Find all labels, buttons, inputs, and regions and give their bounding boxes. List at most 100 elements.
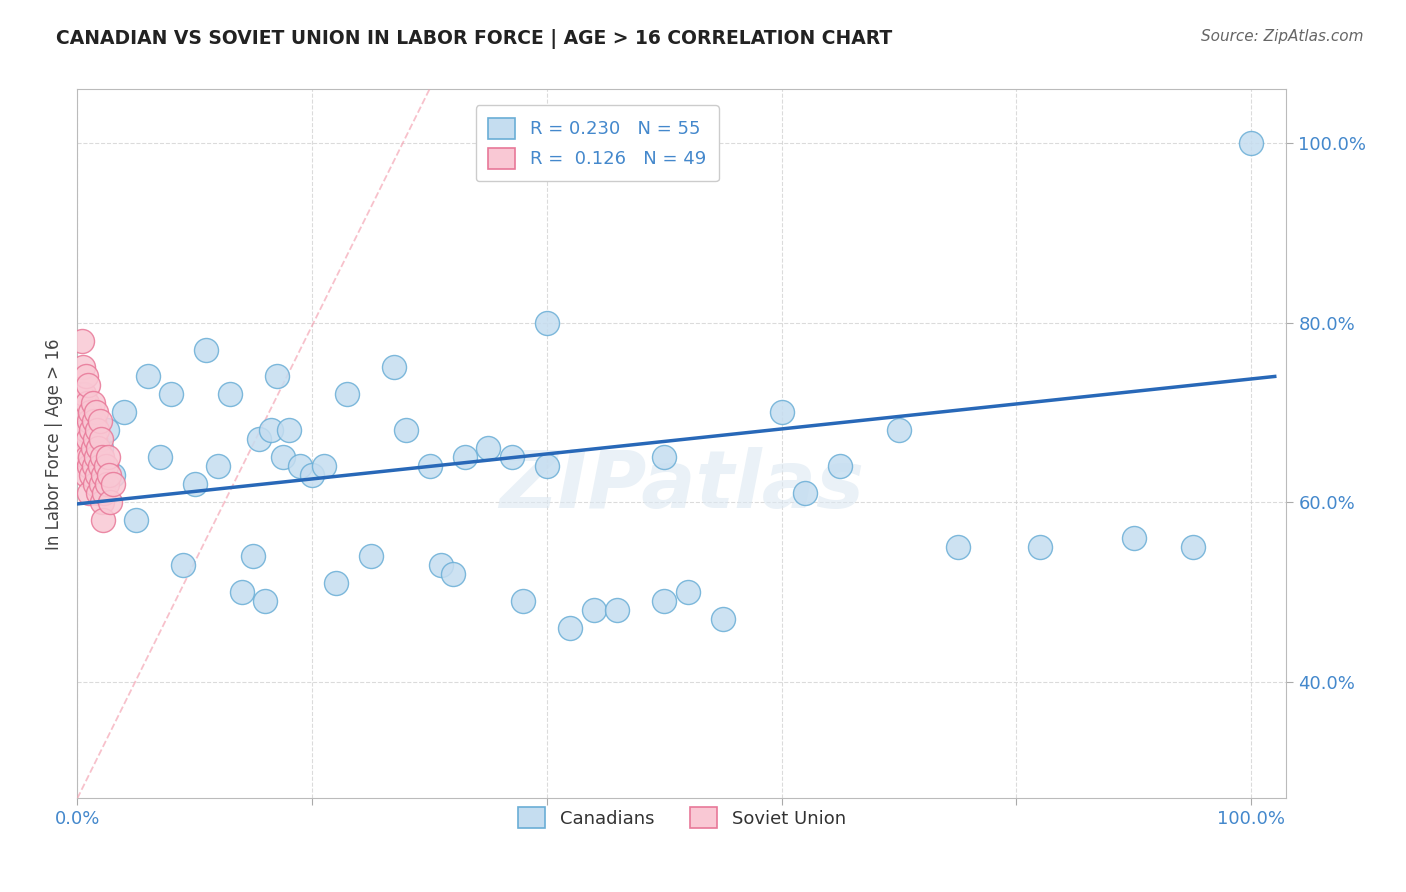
Y-axis label: In Labor Force | Age > 16: In Labor Force | Age > 16 [45, 338, 63, 549]
Text: CANADIAN VS SOVIET UNION IN LABOR FORCE | AGE > 16 CORRELATION CHART: CANADIAN VS SOVIET UNION IN LABOR FORCE … [56, 29, 893, 48]
Point [84, 432, 107, 446]
Point [73, 387, 96, 401]
Point [96, 477, 118, 491]
Point [148, 450, 170, 465]
Point [97, 450, 120, 465]
Point [336, 387, 359, 401]
Point [80, 423, 103, 437]
Point [219, 387, 242, 401]
Point [94, 459, 117, 474]
Point [77, 486, 100, 500]
Point [301, 468, 323, 483]
Point [312, 459, 335, 474]
Point [101, 468, 124, 483]
Point [83, 459, 105, 474]
Point [90, 477, 112, 491]
Point [382, 360, 405, 375]
Point [77, 414, 100, 428]
Point [90, 442, 112, 456]
Point [91, 468, 114, 483]
Point [418, 459, 440, 474]
Point [501, 450, 523, 465]
Point [70, 387, 93, 401]
Point [1122, 531, 1144, 545]
Point [82, 396, 104, 410]
Point [98, 495, 121, 509]
Point [395, 423, 418, 437]
Point [84, 459, 107, 474]
Point [89, 459, 111, 474]
Point [560, 621, 582, 635]
Point [254, 594, 277, 608]
Point [90, 432, 112, 446]
Point [887, 423, 910, 437]
Point [231, 585, 253, 599]
Point [266, 369, 288, 384]
Point [830, 459, 852, 474]
Point [242, 549, 264, 563]
Point [652, 450, 675, 465]
Point [77, 459, 100, 474]
Point [72, 450, 94, 465]
Point [80, 468, 103, 483]
Point [1181, 540, 1204, 554]
Point [183, 477, 205, 491]
Point [87, 442, 110, 456]
Point [1029, 540, 1052, 554]
Point [73, 442, 96, 456]
Point [770, 405, 793, 419]
Point [260, 423, 283, 437]
Point [477, 442, 499, 456]
Point [76, 396, 98, 410]
Point [91, 450, 114, 465]
Point [536, 316, 558, 330]
Legend: Canadians, Soviet Union: Canadians, Soviet Union [510, 800, 853, 836]
Point [93, 486, 115, 500]
Point [794, 486, 817, 500]
Point [98, 468, 121, 483]
Point [454, 450, 477, 465]
Text: ZIPatlas: ZIPatlas [499, 447, 865, 525]
Point [946, 540, 969, 554]
Point [536, 459, 558, 474]
Point [271, 450, 294, 465]
Point [136, 369, 159, 384]
Point [96, 423, 118, 437]
Point [652, 594, 675, 608]
Point [79, 405, 101, 419]
Point [84, 450, 107, 465]
Point [84, 477, 107, 491]
Point [160, 387, 183, 401]
Point [91, 495, 114, 509]
Point [91, 513, 114, 527]
Point [125, 513, 148, 527]
Point [676, 585, 699, 599]
Point [711, 612, 734, 626]
Point [112, 405, 135, 419]
Point [441, 566, 464, 581]
Point [75, 423, 97, 437]
Point [72, 360, 94, 375]
Point [83, 414, 105, 428]
Point [87, 486, 110, 500]
Text: Source: ZipAtlas.com: Source: ZipAtlas.com [1201, 29, 1364, 44]
Point [75, 468, 97, 483]
Point [89, 414, 111, 428]
Point [1240, 136, 1263, 150]
Point [360, 549, 382, 563]
Point [430, 558, 453, 572]
Point [325, 575, 347, 590]
Point [606, 603, 628, 617]
Point [76, 450, 98, 465]
Point [70, 334, 93, 348]
Point [82, 442, 104, 456]
Point [582, 603, 605, 617]
Point [290, 459, 312, 474]
Point [70, 423, 93, 437]
Point [101, 477, 124, 491]
Point [75, 369, 97, 384]
Point [512, 594, 534, 608]
Point [72, 405, 94, 419]
Point [277, 423, 299, 437]
Point [195, 343, 218, 357]
